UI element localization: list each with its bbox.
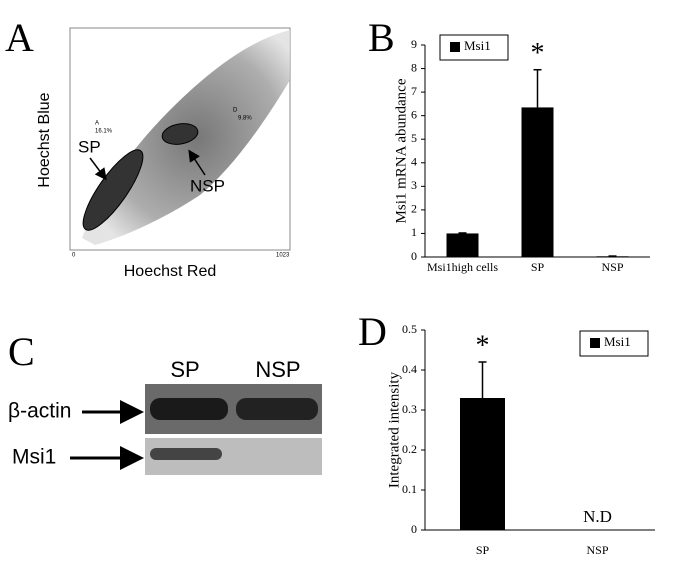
gate-label: A [95,121,99,127]
sp-gate [82,149,144,231]
axis-max: 1023 [276,253,290,259]
panel-letter: B [368,15,395,60]
panel-a: A A 16.1% D 9.8% 0 1023 SP NSP Hoechst B… [5,15,291,280]
y-tick-label: 0.1 [402,482,417,496]
y-tick-label: 2 [411,202,417,216]
y-tick-label: 0.4 [402,362,417,376]
y-tick-label: 6 [411,107,417,121]
nsp-label: NSP [190,176,225,195]
y-tick-label: 4 [411,155,417,169]
sp-label: SP [78,137,101,156]
band [150,398,228,420]
y-tick-label: 5 [411,131,417,145]
arrow [188,149,206,176]
gate-percent: 16.1% [95,129,113,135]
nsp-gate [161,123,199,145]
band [236,398,318,420]
bar [460,398,505,530]
y-tick-label: 3 [411,178,417,192]
y-axis-label: Integrated intensity [386,371,402,488]
y-axis-label: Hoechst Blue [36,92,53,187]
y-tick-label: 9 [411,37,417,51]
y-tick-label: 0 [411,522,417,536]
lane-label: SP [170,357,199,382]
arrow [89,157,107,181]
panel-c: C SP NSP β-actin Msi1 [8,329,322,475]
band [150,448,222,460]
x-tick-label: SP [531,260,545,274]
panel-letter: C [8,329,35,374]
y-tick-label: 7 [411,84,417,98]
gate-percent: 9.8% [238,116,252,122]
y-tick-label: 1 [411,225,417,239]
x-tick-label: NSP [601,260,623,274]
legend-label: Msi1 [464,38,491,53]
legend-label: Msi1 [604,334,631,349]
annotation: N.D [583,507,612,526]
y-tick-label: 8 [411,60,417,74]
y-tick-label: 0.3 [402,402,417,416]
legend-swatch [590,338,600,348]
x-axis-label: Hoechst Red [124,263,217,280]
legend-swatch [450,42,460,52]
x-tick-label: NSP [586,543,608,557]
y-tick-label: 0.5 [402,322,417,336]
axis-min: 0 [72,253,76,259]
y-axis-label: Msi1 mRNA abundance [393,78,409,223]
y-tick-label: 0 [411,249,417,263]
row-label: Msi1 [12,446,56,469]
x-tick-label: SP [476,543,490,557]
x-tick-label: Msi1high cells [427,260,498,274]
gate-label: D [233,108,238,114]
bar [521,107,554,257]
lane-label: NSP [255,357,300,382]
y-tick-label: 0.2 [402,442,417,456]
bar [446,233,479,257]
panel-letter: A [5,15,34,60]
row-label: β-actin [8,400,71,423]
annotation: * [531,38,545,69]
panel-letter: D [358,309,387,354]
annotation: * [476,330,490,361]
